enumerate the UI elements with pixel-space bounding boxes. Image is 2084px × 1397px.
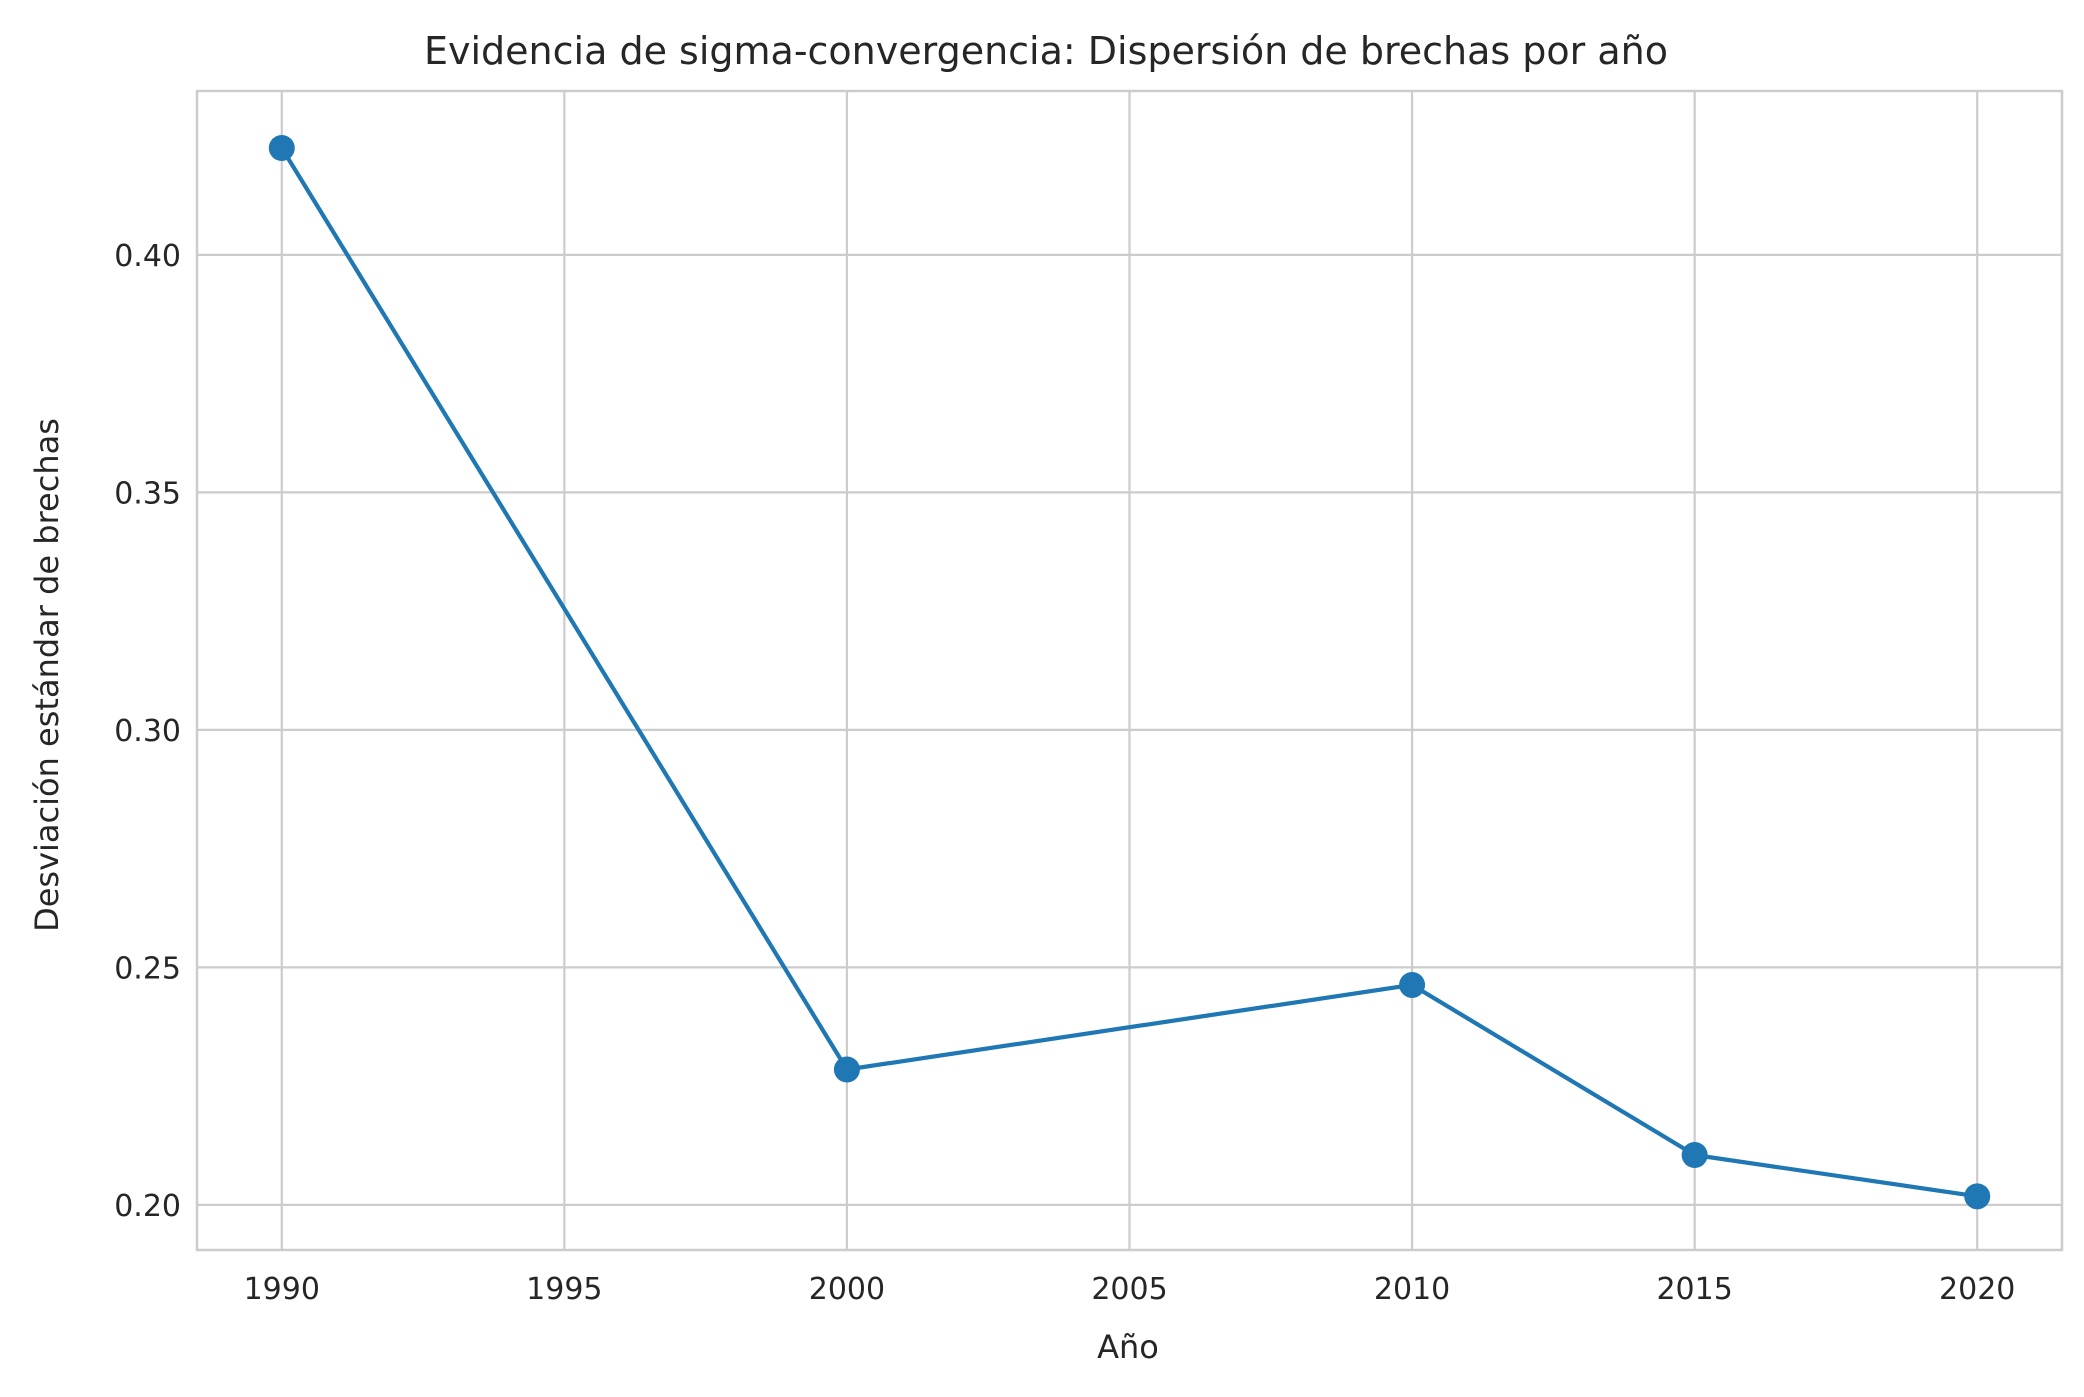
x-tick-label-2015: 2015 — [1656, 1272, 1732, 1307]
x-tick-label-1995: 1995 — [526, 1272, 602, 1307]
x-tick-label-1990: 1990 — [244, 1272, 320, 1307]
y-tick-label-0: 0.20 — [114, 1189, 181, 1224]
y-axis-label: Desviación estándar de brechas — [28, 418, 66, 932]
y-tick-label-4: 0.40 — [114, 239, 181, 274]
x-tick-label-2000: 2000 — [809, 1272, 885, 1307]
y-tick-label-2: 0.30 — [114, 714, 181, 749]
data-point-1990 — [268, 135, 295, 161]
data-point-2000 — [833, 1056, 860, 1083]
y-tick-label-3: 0.35 — [114, 476, 181, 511]
x-tick-label-2005: 2005 — [1091, 1272, 1167, 1307]
chart-title: Evidencia de sigma-convergencia: Dispers… — [424, 29, 1668, 73]
data-point-2020 — [1964, 1183, 1991, 1210]
series-layer — [268, 135, 1991, 1210]
x-axis-label: Año — [1097, 1328, 1159, 1366]
plot-area-frame — [195, 89, 2064, 1252]
grid-lines — [197, 91, 2062, 1250]
y-tick-label-1: 0.25 — [114, 951, 181, 986]
tick-labels: 1990 1995 2000 2005 2010 2015 2020 0.20 0.25 0.30… — [114, 239, 2015, 1307]
data-point-2015 — [1681, 1142, 1708, 1168]
x-tick-label-2010: 2010 — [1374, 1272, 1450, 1307]
x-tick-label-2020: 2020 — [1939, 1272, 2015, 1307]
data-point-2010 — [1399, 971, 1426, 998]
